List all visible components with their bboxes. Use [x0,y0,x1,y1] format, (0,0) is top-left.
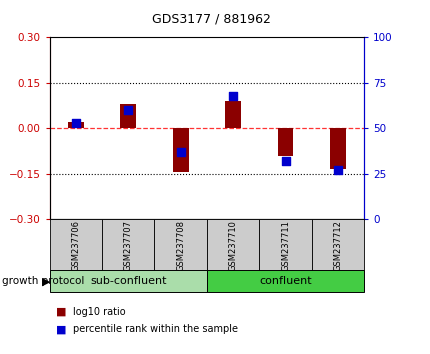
Text: GSM237706: GSM237706 [71,219,80,271]
Text: GSM237708: GSM237708 [176,219,185,271]
Text: percentile rank within the sample: percentile rank within the sample [73,324,238,334]
Bar [49,219,102,271]
Point [125,107,132,113]
Bar [225,101,240,128]
Bar [311,219,363,271]
Text: sub-confluent: sub-confluent [90,276,166,286]
Bar [172,128,188,172]
Text: GSM237710: GSM237710 [228,220,237,270]
Bar [329,128,345,169]
Bar [68,122,83,128]
Point [229,93,236,98]
Point [177,149,184,155]
Text: GSM237711: GSM237711 [280,220,289,270]
Point [334,167,341,173]
Bar [102,219,154,271]
Text: growth protocol: growth protocol [2,276,84,286]
Text: ■: ■ [56,307,66,316]
Bar [49,270,206,292]
Point [72,120,79,126]
Bar [154,219,206,271]
Bar [259,219,311,271]
Text: ▶: ▶ [42,276,51,286]
Text: GSM237712: GSM237712 [333,220,342,270]
Text: log10 ratio: log10 ratio [73,307,126,316]
Bar [206,219,259,271]
Bar [277,128,293,156]
Text: GDS3177 / 881962: GDS3177 / 881962 [151,12,270,25]
Text: GSM237707: GSM237707 [123,219,132,271]
Bar [120,104,136,128]
Bar [206,270,363,292]
Text: ■: ■ [56,324,66,334]
Point [281,158,288,164]
Text: confluent: confluent [258,276,311,286]
